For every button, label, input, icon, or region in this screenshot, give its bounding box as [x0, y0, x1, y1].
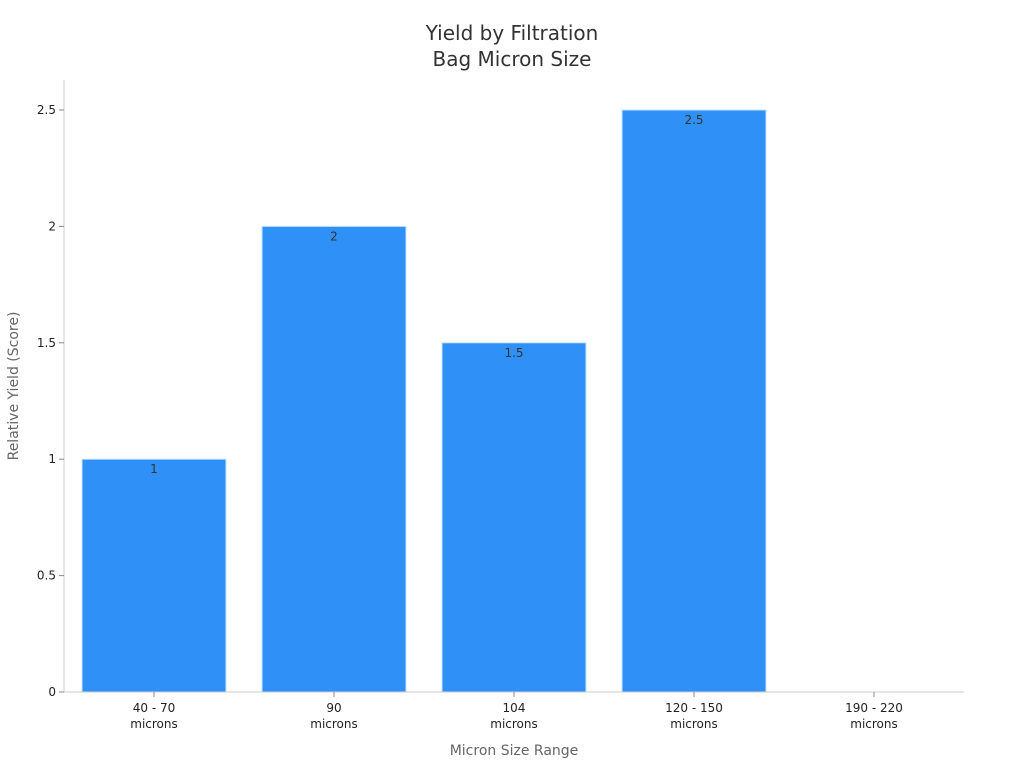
bar-0 [81, 458, 227, 693]
x-tick-label-line: microns [310, 717, 358, 731]
chart-title-line-2: Bag Micron Size [433, 47, 592, 71]
x-axis-title: Micron Size Range [450, 743, 579, 759]
x-tick-label-3: 120 - 150 microns [665, 701, 723, 731]
bar-1 [261, 225, 407, 693]
data-label-0: 1 [150, 462, 158, 476]
y-tick-label-3: 1.5 [37, 336, 56, 350]
x-tick-label-line: 40 - 70 [133, 701, 176, 715]
x-tick-label-line: 120 - 150 [665, 701, 723, 715]
x-tick-label-line: microns [670, 717, 718, 731]
x-tick-label-line: microns [130, 717, 178, 731]
x-tick-label-0: 40 - 70 microns [130, 701, 178, 731]
labels-group: 1 2 1.5 2.5 [150, 113, 703, 476]
y-tick-label-1: 0.5 [37, 569, 56, 583]
y-tick-label-0: 0 [48, 685, 56, 699]
x-tick-label-1: 90 microns [310, 701, 358, 731]
bar-2 [441, 342, 587, 693]
x-tick-label-line: 190 - 220 [845, 701, 903, 715]
x-tick-label-line: microns [850, 717, 898, 731]
data-label-2: 1.5 [504, 346, 523, 360]
bar-3 [621, 109, 767, 693]
data-label-3: 2.5 [684, 113, 703, 127]
x-tick-label-4: 190 - 220 microns [845, 701, 903, 731]
y-tick-label-2: 1 [48, 452, 56, 466]
y-tick-label-4: 2 [48, 219, 56, 233]
x-tick-label-line: microns [490, 717, 538, 731]
y-tick-label-5: 2.5 [37, 103, 56, 117]
axes-group: 0 0.5 1 1.5 2 2.5 40 - 70 microns 90 microns 104 mi… [37, 80, 964, 731]
x-tick-label-2: 104 microns [490, 701, 538, 731]
y-axis-title: Relative Yield (Score) [6, 312, 22, 461]
x-tick-label-line: 104 [503, 701, 526, 715]
data-label-1: 2 [330, 229, 338, 243]
chart-title-line-1: Yield by Filtration [425, 21, 599, 45]
x-tick-label-line: 90 [326, 701, 341, 715]
bars-group [81, 109, 767, 693]
